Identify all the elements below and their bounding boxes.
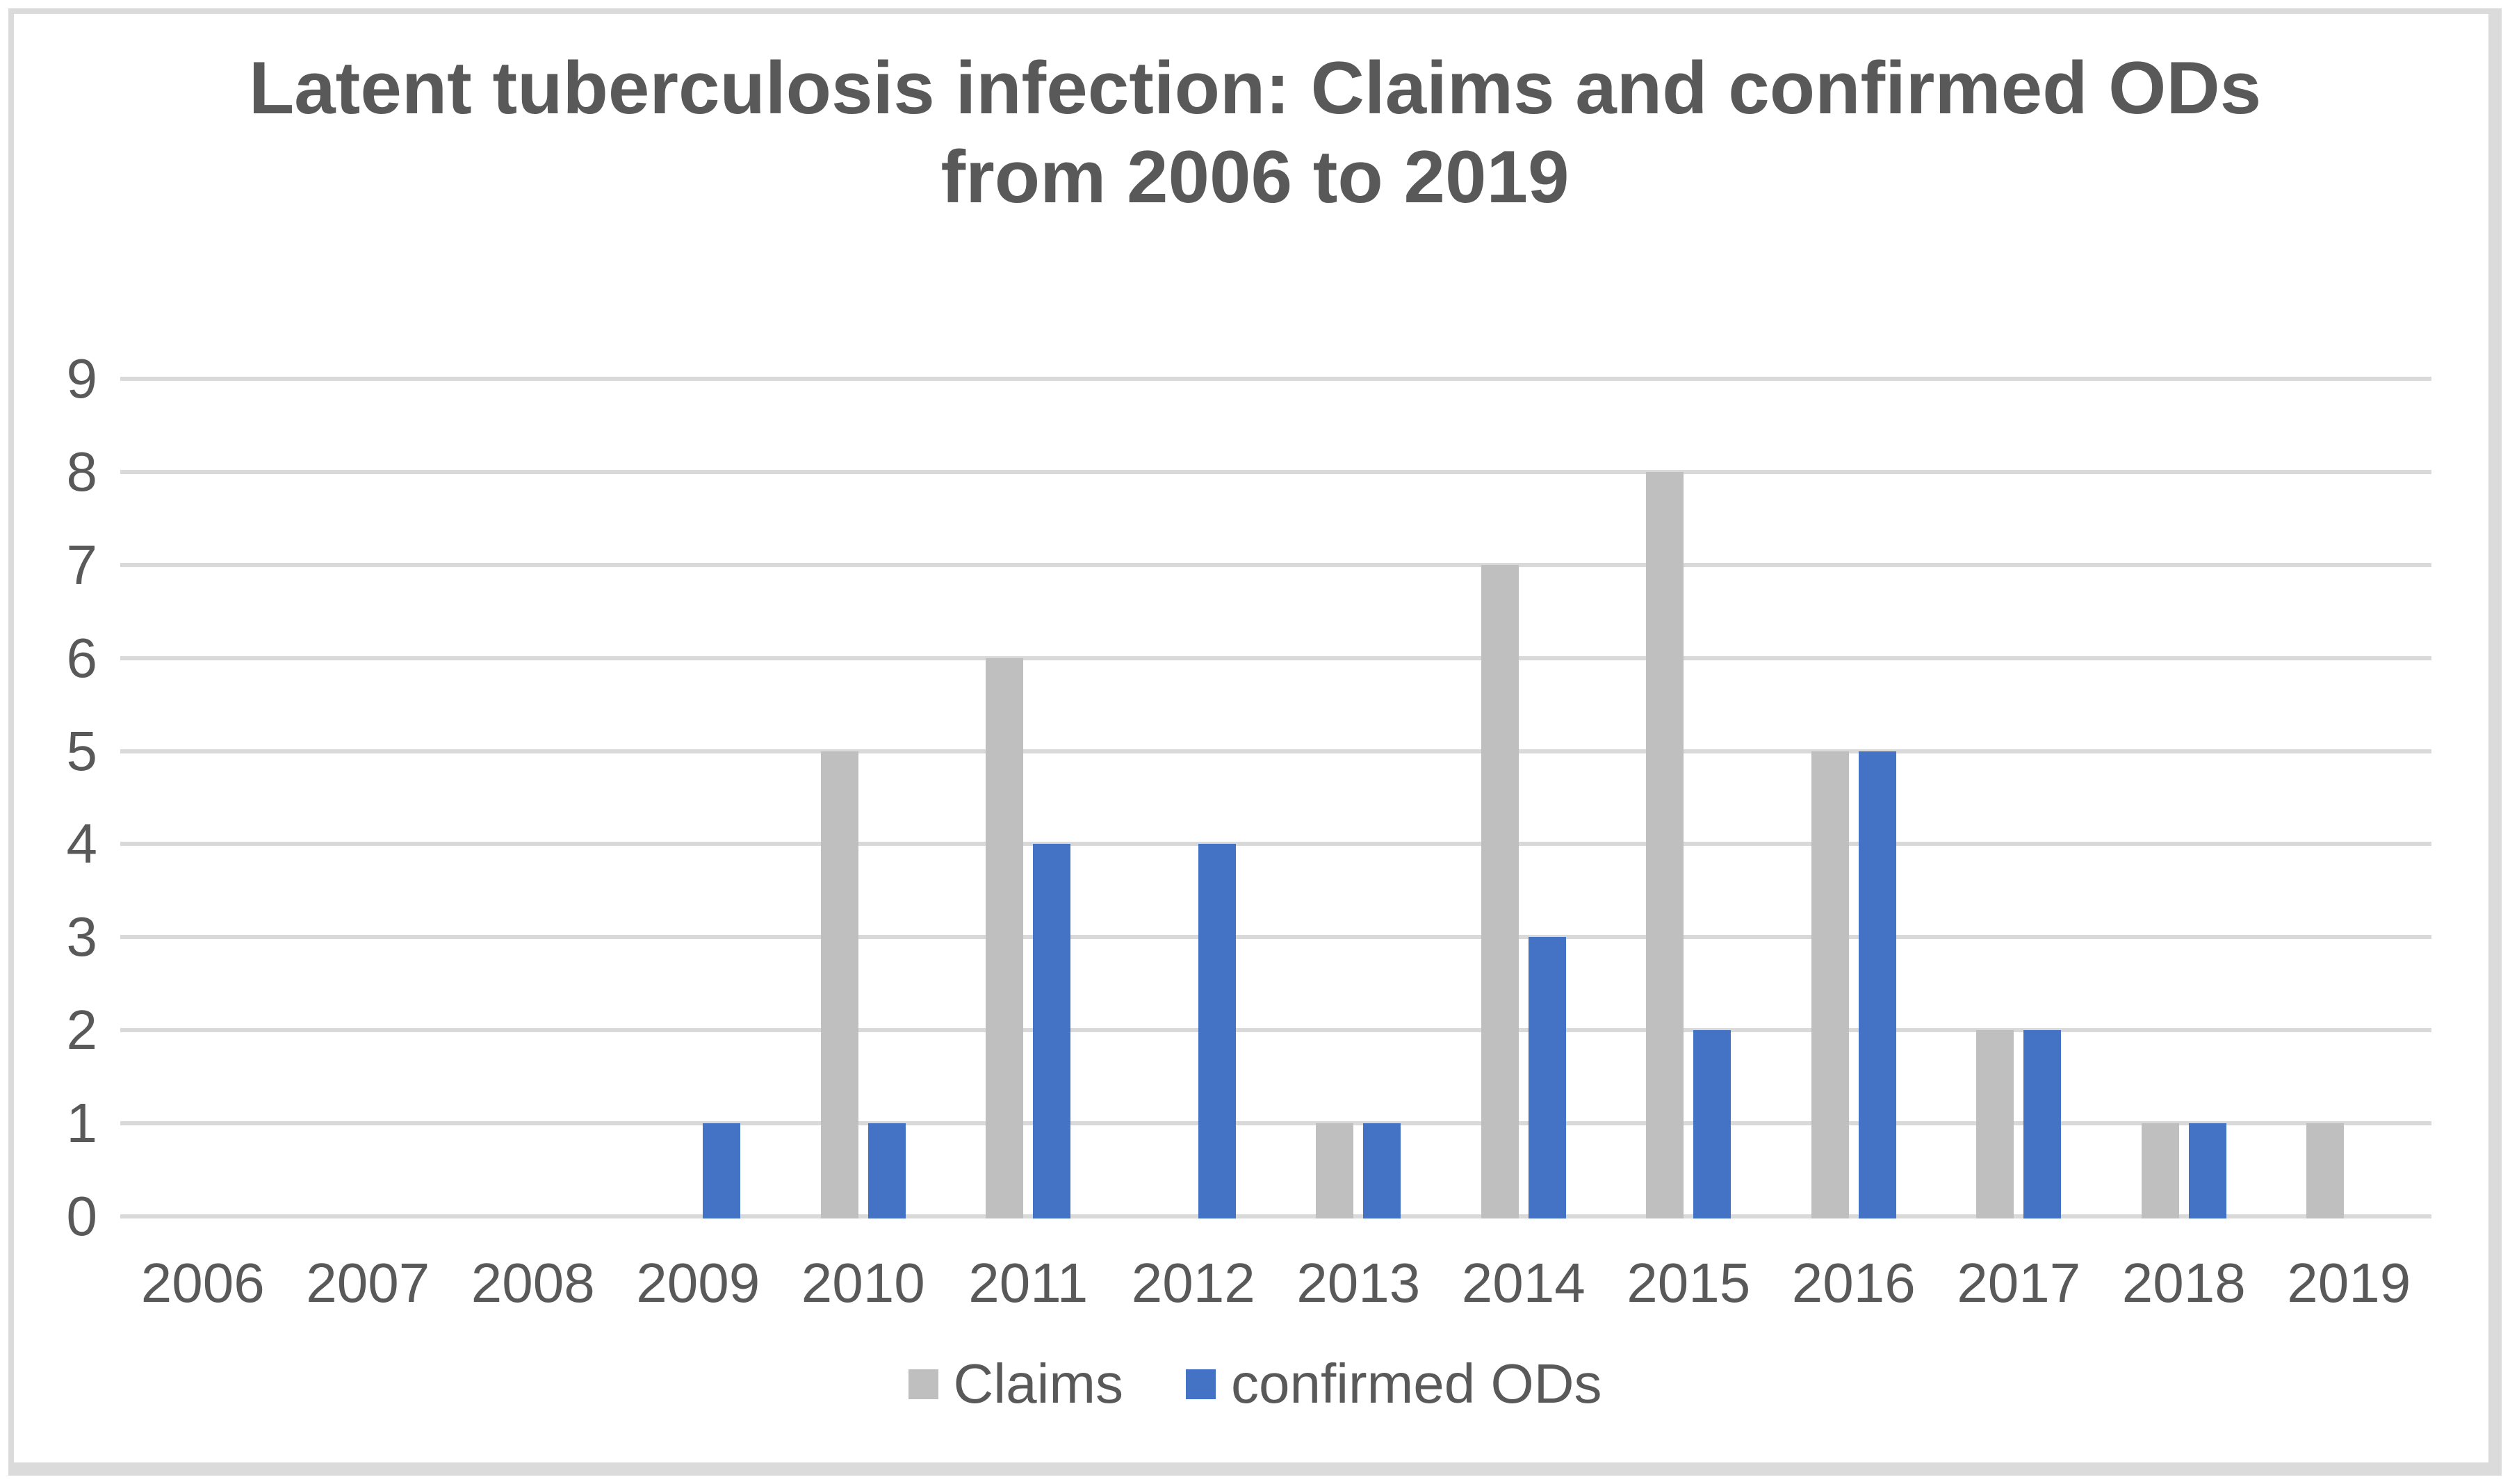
gridline-y-5 (120, 749, 2431, 753)
bar-claims-2010 (820, 751, 858, 1218)
x-axis-tick-label: 2007 (306, 1252, 430, 1314)
y-axis-tick-label: 4 (66, 813, 98, 875)
x-axis-tick-label: 2017 (1957, 1252, 2081, 1314)
bar-claims-2011 (986, 658, 1024, 1218)
legend-label-claims: Claims (953, 1353, 1123, 1414)
bar-claims-2016 (1811, 751, 1849, 1218)
x-axis-tick-label: 2013 (1296, 1252, 1421, 1314)
x-axis-tick-label: 2018 (2121, 1252, 2246, 1314)
confirmed-ods-swatch-icon (1185, 1369, 1216, 1399)
bar-claims-2018 (2141, 1123, 2179, 1218)
bar-confirmed-ods-2013 (1363, 1123, 1401, 1218)
gridline-y-4 (120, 842, 2431, 847)
x-axis-tick-label: 2014 (1461, 1252, 1586, 1314)
y-axis-tick-label: 1 (66, 1092, 98, 1155)
y-axis-tick-label: 3 (66, 906, 98, 968)
bar-confirmed-ods-2017 (2023, 1030, 2062, 1218)
gridline-y-9 (120, 377, 2431, 381)
bar-confirmed-ods-2014 (1528, 937, 1566, 1218)
y-axis-tick-label: 8 (66, 440, 98, 503)
bar-confirmed-ods-2012 (1198, 844, 1236, 1218)
chart-title-line2: from 2006 to 2019 (940, 135, 1570, 218)
y-axis-tick-label: 6 (66, 626, 98, 689)
y-axis-tick-label: 2 (66, 999, 98, 1061)
bar-claims-2015 (1646, 471, 1684, 1218)
y-axis-tick-label: 5 (66, 719, 98, 782)
chart-title-line1: Latent tuberculosis infection: Claims an… (248, 46, 2262, 129)
y-axis-tick-label: 7 (66, 533, 98, 596)
bar-claims-2017 (1976, 1030, 2014, 1218)
bar-claims-2013 (1316, 1123, 1354, 1218)
x-axis-tick-label: 2012 (1131, 1252, 1255, 1314)
gridline-y-7 (120, 562, 2431, 567)
x-axis-tick-label: 2015 (1627, 1252, 1751, 1314)
x-axis-tick-label: 2006 (140, 1252, 265, 1314)
bar-claims-2019 (2306, 1123, 2345, 1218)
bar-confirmed-ods-2015 (1693, 1030, 1731, 1218)
gridline-y-1 (120, 1121, 2431, 1126)
gridline-y-2 (120, 1028, 2431, 1033)
y-axis-tick-label: 0 (66, 1185, 98, 1247)
legend-label-confirmed-ods: confirmed ODs (1230, 1353, 1602, 1414)
bar-confirmed-ods-2011 (1033, 844, 1071, 1218)
bar-confirmed-ods-2010 (867, 1123, 906, 1218)
gridline-y-3 (120, 935, 2431, 940)
legend-item-claims: Claims (908, 1354, 1123, 1414)
legend-item-confirmed-ods: confirmed ODs (1185, 1353, 1602, 1414)
x-axis-tick-label: 2019 (2287, 1252, 2411, 1314)
gridline-y-0 (120, 1214, 2431, 1218)
gridline-y-8 (120, 469, 2431, 474)
chart-title: Latent tuberculosis infection: Claims an… (0, 43, 2510, 221)
bar-confirmed-ods-2016 (1858, 751, 1896, 1218)
claims-swatch-icon (908, 1369, 938, 1399)
gridline-y-6 (120, 655, 2431, 660)
x-axis-tick-label: 2008 (471, 1252, 595, 1314)
x-axis-tick-label: 2011 (968, 1252, 1089, 1314)
y-axis-tick-label: 9 (66, 348, 98, 409)
bar-claims-2014 (1481, 564, 1519, 1218)
x-axis-tick-label: 2009 (636, 1252, 760, 1314)
legend: Claims confirmed ODs (0, 1354, 2510, 1414)
x-axis-tick-label: 2010 (801, 1252, 925, 1314)
bar-confirmed-ods-2009 (703, 1123, 741, 1218)
x-axis-tick-label: 2016 (1791, 1252, 1916, 1314)
bar-confirmed-ods-2018 (2188, 1123, 2226, 1218)
